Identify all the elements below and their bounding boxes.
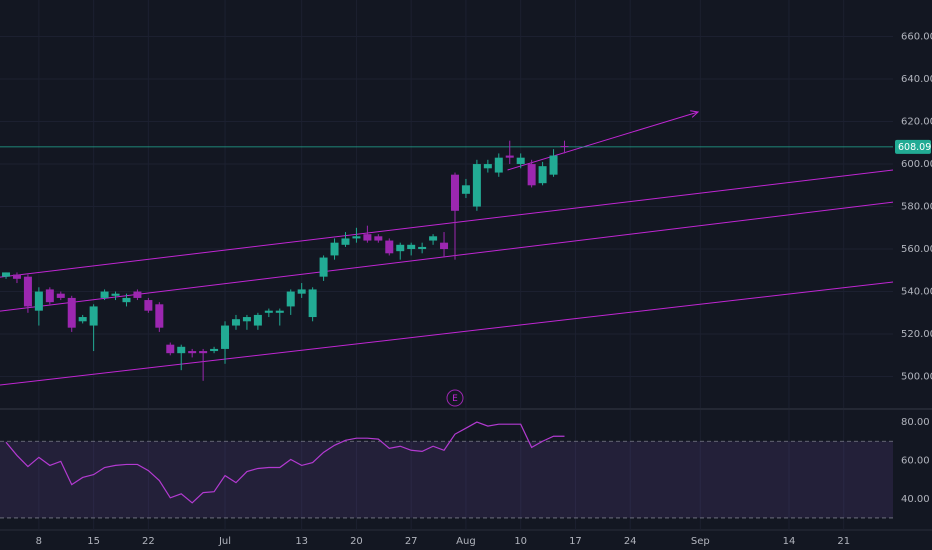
y-tick-label: 520.00: [901, 329, 932, 340]
candle-body: [450, 174, 459, 211]
y-tick-label: 60.00: [901, 455, 930, 466]
candle-body: [122, 297, 131, 303]
x-tick-label: 14: [783, 536, 796, 547]
earnings-marker: [446, 389, 464, 407]
x-tick-label: 20: [350, 536, 363, 547]
candle-body: [23, 276, 32, 307]
candle-body: [286, 291, 295, 307]
candle-body: [330, 242, 339, 256]
y-tick-label: 660.00: [901, 32, 932, 43]
candle-body: [2, 272, 11, 277]
arrow-head: [690, 110, 700, 118]
last-price-box: [895, 139, 931, 154]
candle-body: [133, 291, 142, 298]
candle-body: [418, 246, 427, 250]
candle-body: [440, 242, 449, 250]
last-price-label: 608.09: [898, 142, 931, 153]
y-tick-label: 620.00: [901, 117, 932, 128]
candle-body: [56, 293, 65, 298]
candle-body: [188, 351, 197, 354]
x-tick-label: 8: [36, 536, 42, 547]
candle-body: [472, 164, 481, 207]
candle-body: [275, 310, 284, 313]
trend-line: [0, 201, 894, 312]
candle-body: [177, 346, 186, 354]
candle-body: [483, 164, 492, 169]
trend-line: [0, 169, 894, 278]
trend-line: [507, 111, 699, 171]
candle-body: [144, 300, 153, 311]
y-tick-label: 80.00: [901, 417, 930, 428]
candle-body: [264, 310, 273, 313]
candle-body: [297, 289, 306, 294]
x-tick-label: 15: [87, 536, 100, 547]
candle-body: [461, 185, 470, 194]
y-tick-label: 640.00: [901, 74, 932, 85]
candle-body: [363, 234, 372, 241]
candle-body: [385, 240, 394, 254]
candle-body: [111, 293, 120, 296]
x-tick-label: 17: [569, 536, 582, 547]
candle-body: [78, 317, 87, 322]
candle-body: [527, 164, 536, 186]
candle-body: [221, 325, 230, 349]
candle-body: [352, 236, 361, 239]
x-tick-label: Jul: [218, 536, 231, 547]
candle-body: [374, 236, 383, 241]
candle-body: [407, 244, 416, 250]
candle-body: [308, 289, 317, 318]
candle-body: [341, 238, 350, 245]
candle-body: [242, 317, 251, 322]
candle-body: [549, 155, 558, 175]
candle-body: [67, 297, 76, 328]
candle-body: [155, 304, 164, 328]
candle-body: [516, 157, 525, 165]
candle-body: [100, 291, 109, 298]
x-tick-label: 13: [295, 536, 308, 547]
candle-body: [89, 306, 98, 326]
candle-body: [199, 351, 208, 354]
candle-body: [12, 274, 21, 279]
candle-body: [166, 344, 175, 354]
candle-body: [396, 244, 405, 252]
y-tick-label: 500.00: [901, 372, 932, 383]
trend-line: [0, 281, 894, 386]
candle-body: [231, 319, 240, 326]
x-tick-label: Sep: [691, 536, 710, 547]
candle-body: [34, 291, 43, 311]
x-tick-label: 27: [405, 536, 418, 547]
y-tick-label: 560.00: [901, 244, 932, 255]
candle-body: [494, 157, 503, 173]
y-tick-label: 540.00: [901, 287, 932, 298]
candle-body: [560, 145, 569, 147]
x-tick-label: Aug: [456, 536, 476, 547]
candle-body: [45, 289, 54, 303]
candle-body: [210, 348, 219, 352]
x-tick-label: 10: [514, 536, 527, 547]
candle-body: [538, 166, 547, 184]
earnings-label: E: [452, 394, 458, 404]
rsi-line: [5, 421, 565, 504]
x-tick-label: 22: [142, 536, 155, 547]
y-tick-label: 40.00: [901, 494, 930, 505]
candle-body: [319, 257, 328, 277]
candle-body: [253, 314, 262, 326]
candle-body: [429, 236, 438, 241]
y-tick-label: 600.00: [901, 159, 932, 170]
x-tick-label: 21: [837, 536, 850, 547]
candle-body: [505, 155, 514, 158]
rsi-band: [0, 441, 893, 518]
y-tick-label: 580.00: [901, 202, 932, 213]
x-tick-label: 24: [624, 536, 637, 547]
